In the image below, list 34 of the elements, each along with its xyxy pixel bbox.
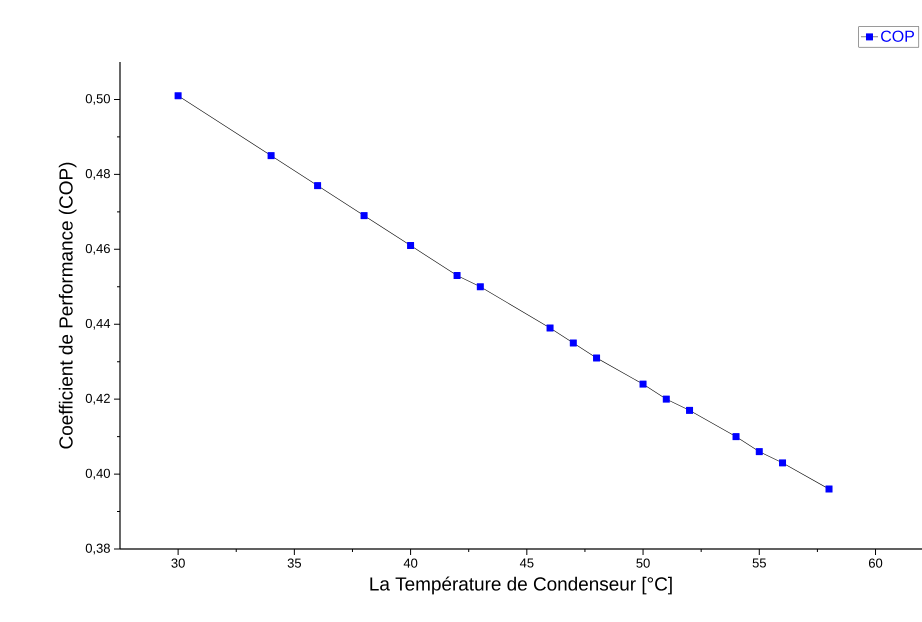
point <box>756 448 763 456</box>
x-tick-label: 40 <box>404 558 418 568</box>
point <box>640 380 647 388</box>
x-tick-label: 60 <box>868 558 882 568</box>
point <box>476 283 484 290</box>
point <box>570 339 577 346</box>
point <box>732 433 740 440</box>
y-tick-label: 0,46 <box>86 244 110 255</box>
point <box>174 92 182 100</box>
y-tick-label: 0,38 <box>86 544 110 554</box>
y-tick-label: 0,40 <box>86 468 110 480</box>
point <box>454 272 461 280</box>
legend-label: COP <box>881 30 914 42</box>
y-tick-label: 0,44 <box>86 318 110 330</box>
x-axis-title: La Température de Condenseur [°C] <box>370 576 672 594</box>
point <box>662 396 670 403</box>
point <box>268 152 275 160</box>
x-tick-label: 50 <box>636 558 650 568</box>
point <box>546 324 554 332</box>
point <box>360 212 368 220</box>
x-tick-label: 45 <box>520 558 534 568</box>
y-tick-label: 0,50 <box>86 94 110 105</box>
point <box>593 354 600 362</box>
point <box>686 406 694 414</box>
point <box>826 486 833 493</box>
point <box>314 182 322 190</box>
x-tick-label: 35 <box>288 558 302 568</box>
point <box>407 242 414 250</box>
y-tick-label: 0,42 <box>86 394 110 404</box>
y-tick-label: 0,48 <box>86 169 110 180</box>
y-axis-title: Coefficient de Performance (COP) <box>58 162 76 448</box>
x-tick-label: 55 <box>752 558 766 568</box>
point <box>779 459 786 466</box>
x-tick-label: 30 <box>171 558 185 568</box>
